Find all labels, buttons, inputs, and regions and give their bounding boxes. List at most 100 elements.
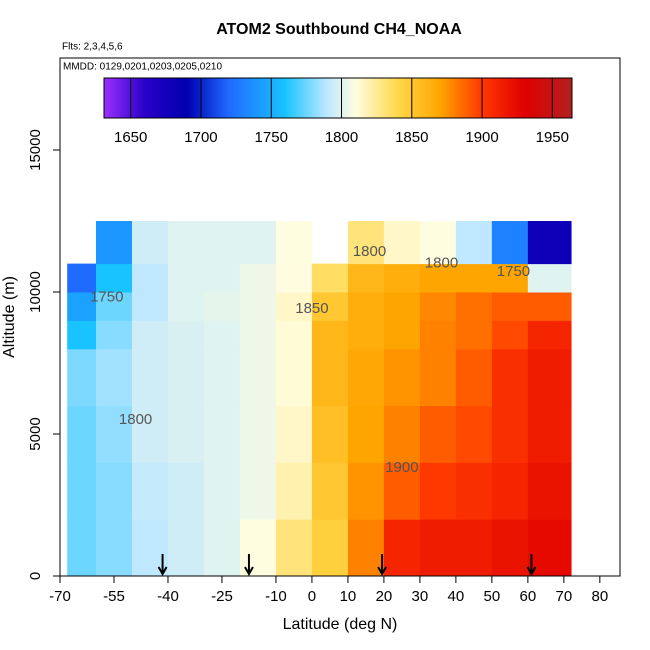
heat-cell [383,405,421,463]
heat-cell [203,348,241,407]
heat-cell [167,405,205,463]
heat-cell [67,405,97,463]
heat-cell [275,348,313,407]
x-tick-label: -70 [49,588,71,605]
heat-cell [203,320,241,350]
colorbar-tick-label: 1650 [114,129,147,146]
x-tick-label: 70 [556,588,573,605]
heat-cell [203,221,241,265]
contour-label: 1750 [90,289,123,306]
colorbar-tick-label: 1800 [325,129,358,146]
heat-cell [347,348,385,407]
flight-marker [244,554,254,577]
colorbar-tick-label: 1700 [184,129,217,146]
heat-cell [311,519,349,577]
y-tick-label: 5000 [27,417,44,450]
colorbar-tick-label: 1900 [465,129,498,146]
heat-cell [383,221,421,265]
heat-cell [275,320,313,350]
heat-cell [347,221,385,265]
heat-cell [167,462,205,520]
heat-cell [455,462,493,520]
heat-cell [311,263,349,293]
heat-cell [491,462,529,520]
heat-cell [239,292,277,321]
heat-cell [383,462,421,520]
flight-marker [157,554,168,577]
heat-cell [347,263,385,293]
heat-cell [311,348,349,407]
chart-title: ATOM2 Southbound CH4_NOAA [216,21,462,38]
heat-cell [527,348,572,407]
heat-cell [95,348,133,407]
heat-cell [311,292,349,321]
heat-cell [67,292,97,321]
heat-cell [203,462,241,520]
heat-cell [131,462,169,520]
heat-cell [95,405,133,463]
heat-cell [131,348,169,407]
heat-cell [167,263,205,293]
heat-cell [419,292,457,321]
heat-cell [67,462,97,520]
x-tick-label: 30 [412,588,429,605]
x-tick-label: 50 [484,588,501,605]
y-tick-label: 0 [27,572,44,580]
heat-cell [455,348,493,407]
x-tick-label: 10 [340,588,357,605]
heat-cell [167,519,205,577]
heat-cell [419,462,457,520]
heat-cell [167,221,205,265]
heat-cell [131,405,169,463]
heat-cell [275,292,313,321]
colorbar-tick-label: 1950 [536,129,569,146]
heat-cell [419,263,457,293]
heat-cell [491,405,529,463]
heat-cell [95,292,133,321]
heat-cell [491,221,529,265]
heat-cell [455,519,493,577]
y-tick-label: 15000 [27,129,44,171]
heat-cell [131,221,169,265]
heat-cell [527,405,572,463]
plot-frame [59,57,621,577]
heat-cell [527,320,572,350]
heat-cell [491,263,529,293]
flight-marker [377,554,387,577]
heat-cell [95,519,133,577]
heat-cell [419,348,457,407]
heat-cell [275,263,313,293]
heat-cell [347,462,385,520]
heat-cell [67,320,97,350]
heat-cell [239,263,277,293]
heat-cell [275,462,313,520]
heat-cell [131,292,169,321]
heat-cell [527,263,572,293]
heat-cell [275,405,313,463]
heat-cell [95,320,133,350]
contour-label: 1750 [497,263,530,280]
heat-cell [419,405,457,463]
heat-cell [203,519,241,577]
heat-cell [491,292,529,321]
heat-cell [167,348,205,407]
heat-cell [95,221,133,265]
heat-cell [527,292,572,321]
heat-cell [455,405,493,463]
heat-cell [239,320,277,350]
heat-cell [347,405,385,463]
x-tick-label: 40 [448,588,465,605]
heat-cell [491,320,529,350]
x-tick-label: -55 [103,588,125,605]
heat-cell [239,348,277,407]
heat-cell [203,405,241,463]
flights-note: Flts: 2,3,4,5,6 [62,42,123,53]
heat-cell [419,221,457,265]
x-tick-label: 60 [520,588,537,605]
contour-label: 1900 [385,459,418,476]
heat-cell [347,320,385,350]
contour-label: 1800 [425,255,458,272]
x-tick-label: 80 [592,588,609,605]
heat-cell [67,519,97,577]
